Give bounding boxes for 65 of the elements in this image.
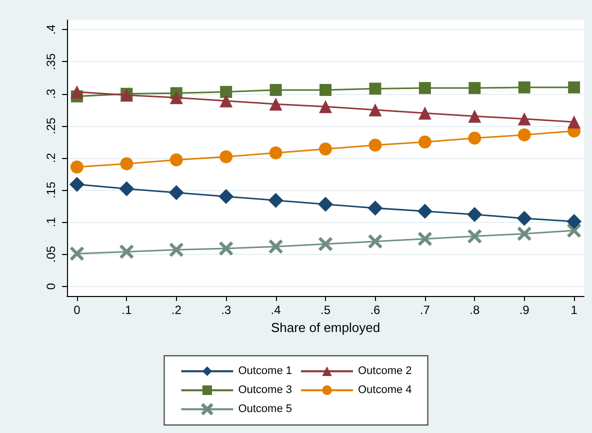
y-tick-label: .25: [44, 117, 58, 134]
legend-label: Outcome 3: [238, 384, 292, 396]
point: [518, 128, 531, 142]
legend-label: Outcome 5: [238, 403, 292, 416]
point: [220, 150, 233, 164]
point: [220, 86, 232, 98]
x-tick-label: .1: [122, 303, 132, 317]
point: [518, 81, 530, 94]
point: [318, 196, 333, 212]
x-tick-label: .7: [420, 303, 430, 317]
point: [320, 84, 332, 96]
y-tick-label: .1: [44, 216, 58, 228]
point: [268, 192, 284, 208]
x-tick-label: 0: [74, 303, 81, 317]
point: [369, 82, 382, 95]
x-axis-title: Share of employed: [270, 320, 380, 335]
x-tick-label: 1: [570, 303, 578, 317]
point: [368, 138, 382, 152]
point: [170, 91, 183, 104]
legend-label: Outcome 4: [358, 384, 412, 396]
point: [120, 157, 134, 170]
point: [418, 82, 431, 94]
x-tick-label: .3: [221, 303, 232, 317]
y-tick-label: .2: [44, 152, 58, 164]
x-tick-label: .6: [370, 303, 381, 317]
y-tick-label: .05: [44, 246, 58, 263]
point: [467, 206, 482, 222]
y-tick-label: .3: [44, 88, 58, 99]
point: [270, 84, 282, 96]
point: [119, 181, 134, 196]
point: [568, 81, 580, 94]
point: [468, 132, 482, 145]
legend-label: Outcome 1: [238, 365, 292, 378]
x-tick-label: .9: [519, 303, 530, 317]
x-tick-label: .5: [320, 303, 331, 317]
point: [269, 146, 282, 160]
point: [566, 214, 582, 230]
point: [319, 142, 332, 156]
point: [368, 103, 382, 116]
y-tick-label: .4: [44, 24, 58, 35]
legend-label: Outcome 2: [358, 365, 412, 378]
x-tick-label: .2: [171, 303, 182, 317]
point: [418, 106, 432, 120]
point: [368, 200, 383, 216]
x-tick-label: .4: [270, 303, 282, 317]
point: [269, 98, 282, 111]
point: [516, 210, 532, 226]
point: [218, 189, 234, 204]
point: [568, 116, 581, 129]
point: [468, 110, 482, 123]
point: [220, 94, 233, 108]
point: [518, 112, 531, 126]
point: [170, 153, 183, 166]
point: [468, 82, 481, 94]
point: [70, 160, 84, 174]
point: [417, 204, 432, 219]
y-tick-label: .35: [44, 53, 58, 70]
point: [418, 135, 432, 148]
y-tick-label: 0: [44, 282, 58, 290]
point: [168, 185, 184, 200]
y-tick-label: .15: [44, 181, 58, 198]
point: [69, 176, 84, 192]
point: [70, 85, 84, 98]
point: [319, 100, 332, 114]
x-tick-label: .8: [470, 303, 480, 317]
